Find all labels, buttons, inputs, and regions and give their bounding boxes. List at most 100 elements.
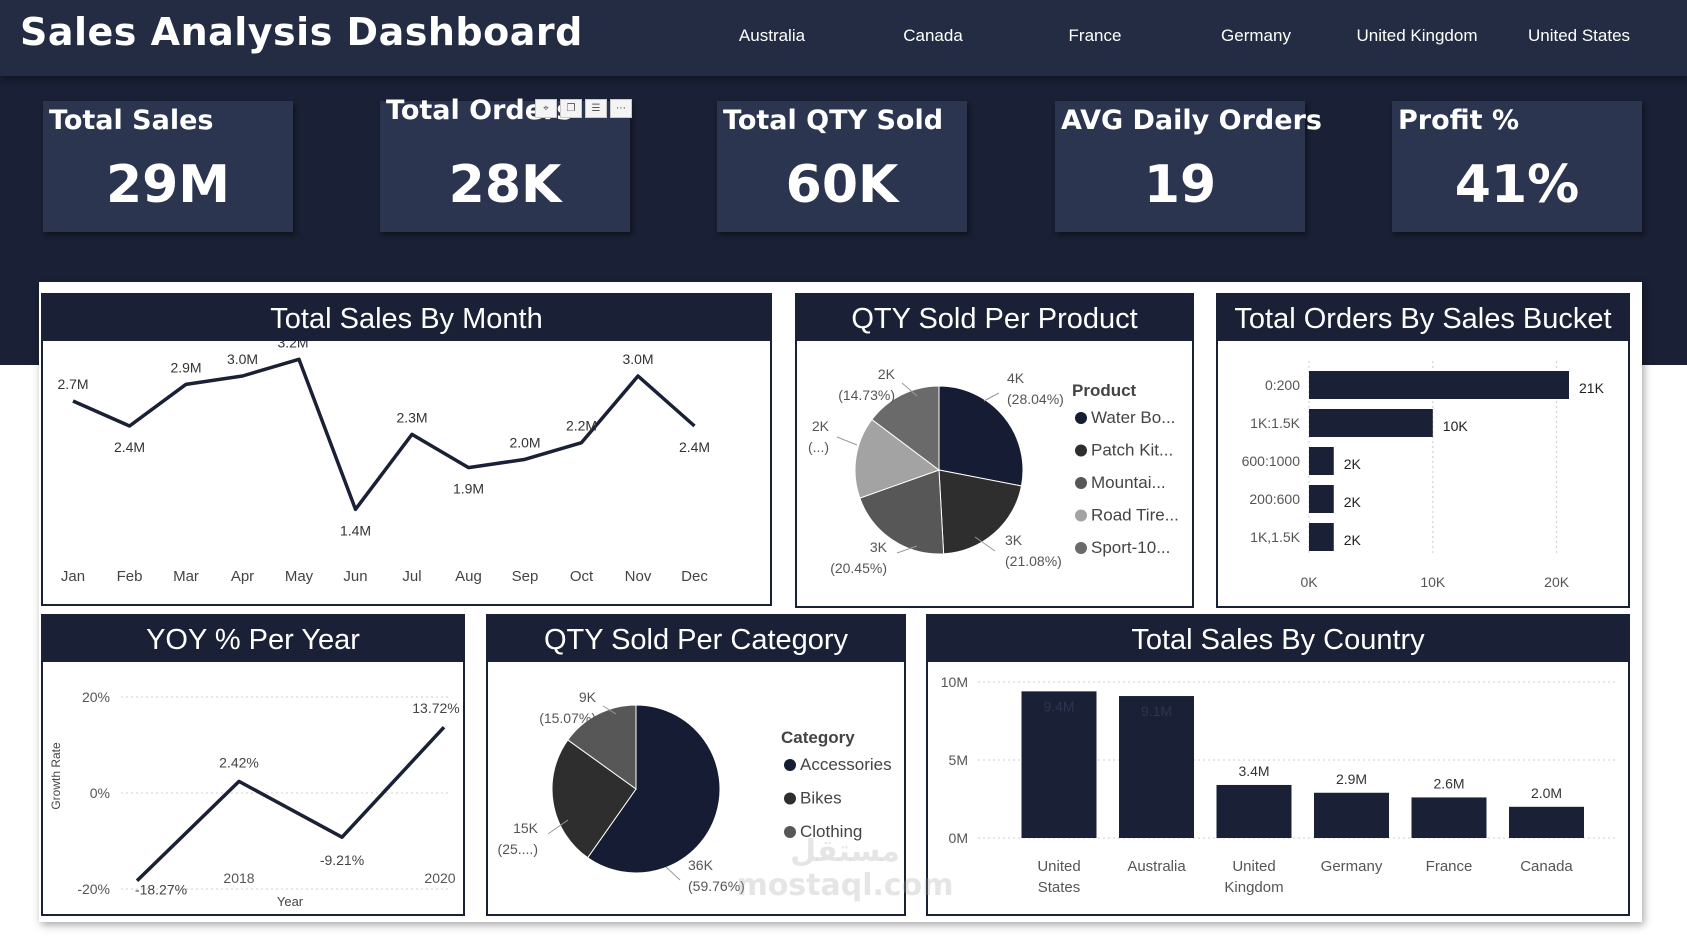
panel-yoy[interactable]: YOY % Per Year 20% 0% -20% -18.27% 2.42% -9.2… bbox=[41, 614, 465, 916]
pin-icon[interactable]: ⌖ bbox=[535, 99, 557, 118]
bucket-bar bbox=[1309, 447, 1334, 475]
legend-marker bbox=[1075, 542, 1087, 554]
kpi-card-total-sales[interactable]: Total Sales 29M bbox=[43, 101, 293, 232]
x-tick-label: Kingdom bbox=[1224, 879, 1283, 896]
category-pie-slice bbox=[567, 704, 637, 790]
x-tick-label: 2020 bbox=[424, 870, 455, 886]
legend-item: Road Tire... bbox=[1091, 506, 1179, 525]
kpi-card-total-orders[interactable]: Total Orders 28K ⌖ ❐ ☰ ⋯ bbox=[380, 95, 632, 232]
kpi-value: 29M bbox=[105, 155, 231, 215]
data-label: 2.7M bbox=[57, 376, 88, 392]
data-label-percent: (15.07%) bbox=[539, 710, 596, 726]
data-label-percent: (25....) bbox=[498, 841, 538, 857]
data-label: 2K bbox=[1344, 532, 1362, 548]
panel-orders-by-bucket[interactable]: Total Orders By Sales Bucket 0K 10K 20K 0:2… bbox=[1216, 293, 1630, 608]
data-label-percent: (28.04%) bbox=[1007, 391, 1064, 407]
y-tick-label: 10M bbox=[941, 674, 968, 690]
x-tick-label: Germany bbox=[1321, 858, 1383, 875]
country-filter-united-states[interactable]: United States bbox=[1527, 26, 1631, 45]
leader-line bbox=[836, 436, 858, 446]
legend-marker bbox=[784, 792, 796, 805]
panel-qty-per-product[interactable]: QTY Sold Per Product 4K (28.04%) 3K (21.08%… bbox=[795, 293, 1194, 608]
sales-by-country-chart: 10M 5M 0M 9.4M United States 9.1M Australia 3.4M… bbox=[941, 674, 1618, 896]
country-bar bbox=[1216, 784, 1292, 838]
kpi-label: AVG Daily Orders bbox=[1061, 105, 1322, 136]
kpi-value: 19 bbox=[1143, 155, 1217, 215]
qty-per-product-chart: 4K (28.04%) 3K (21.08%) 3K (20.45%) 2K (...) 2K (… bbox=[808, 366, 1179, 576]
data-label: 9K bbox=[579, 689, 597, 705]
x-tick-label: 20K bbox=[1544, 574, 1570, 590]
copy-icon[interactable]: ❐ bbox=[560, 99, 582, 118]
x-tick-label: Feb bbox=[117, 568, 143, 585]
x-tick-label: 10K bbox=[1420, 574, 1446, 590]
y-tick-label: 600:1000 bbox=[1242, 453, 1301, 469]
bucket-bar bbox=[1309, 485, 1334, 513]
y-tick-label: -20% bbox=[77, 881, 110, 897]
legend-title: Product bbox=[1072, 381, 1137, 400]
x-tick-label: Oct bbox=[570, 568, 594, 585]
data-label-percent: (...) bbox=[808, 439, 829, 455]
data-label: 3K bbox=[870, 539, 888, 555]
legend-marker bbox=[1075, 477, 1087, 489]
x-tick-label: Apr bbox=[231, 568, 254, 585]
x-tick-label: United bbox=[1232, 858, 1275, 875]
legend-marker bbox=[1075, 412, 1087, 424]
x-tick-label: Nov bbox=[625, 568, 652, 585]
legend-marker bbox=[784, 826, 796, 838]
filter-icon[interactable]: ☰ bbox=[585, 99, 607, 118]
panel-sales-by-month[interactable]: Total Sales By Month 2.7M Jan 2.4M Feb 2.9M M… bbox=[41, 293, 772, 606]
leader-line bbox=[901, 382, 918, 397]
legend-item: Sport-10... bbox=[1091, 538, 1170, 557]
category-pie-slice bbox=[551, 739, 637, 859]
qty-per-category-chart: 36K (59.76%) 15K (25....) 9K (15.07%) Category… bbox=[498, 689, 892, 894]
data-label-percent: (59.76%) bbox=[688, 878, 745, 894]
data-label: 2.2M bbox=[566, 418, 597, 434]
data-label: 2.0M bbox=[509, 434, 540, 450]
country-filter-australia[interactable]: Australia bbox=[738, 26, 806, 45]
more-options-icon[interactable]: ⋯ bbox=[610, 99, 632, 118]
panel-sales-by-country[interactable]: Total Sales By Country 10M 5M 0M 9.4M United… bbox=[926, 614, 1630, 916]
yoy-line bbox=[135, 725, 446, 882]
x-tick-label: Mar bbox=[173, 568, 199, 585]
kpi-card-avg-daily-orders[interactable]: AVG Daily Orders 19 bbox=[1055, 101, 1322, 232]
data-label: 2.9M bbox=[170, 359, 201, 375]
data-label: 3K bbox=[1005, 532, 1023, 548]
panel-qty-per-category[interactable]: QTY Sold Per Category 36K (59.76%) 15K (25.… bbox=[486, 614, 906, 916]
data-label: 2K bbox=[812, 418, 830, 434]
country-filter-united-kingdom[interactable]: United Kingdom bbox=[1356, 26, 1478, 45]
data-label: 2.42% bbox=[219, 754, 259, 770]
y-tick-label: 5M bbox=[949, 752, 968, 768]
data-label: 36K bbox=[688, 857, 714, 873]
kpi-label: Profit % bbox=[1398, 105, 1520, 136]
kpi-value: 60K bbox=[785, 155, 899, 215]
data-label: 9.4M bbox=[1043, 698, 1074, 714]
y-tick-label: 0:200 bbox=[1265, 377, 1300, 393]
bucket-bar bbox=[1309, 371, 1569, 399]
kpi-card-total-qty-sold[interactable]: Total QTY Sold 60K bbox=[717, 101, 967, 232]
kpi-label: Total Sales bbox=[49, 105, 214, 136]
legend-item: Accessories bbox=[800, 755, 892, 774]
bucket-bar bbox=[1309, 409, 1433, 437]
y-tick-label: 0M bbox=[949, 830, 968, 846]
x-tick-label: May bbox=[285, 568, 314, 585]
country-filter-canada[interactable]: Canada bbox=[903, 26, 963, 45]
country-filter-france[interactable]: France bbox=[1068, 26, 1122, 45]
data-label-percent: (21.08%) bbox=[1005, 553, 1062, 569]
panel-title: Total Sales By Country bbox=[928, 616, 1628, 662]
legend-item: Mountai... bbox=[1091, 473, 1166, 492]
visual-header-toolbar: ⌖ ❐ ☰ ⋯ bbox=[535, 99, 632, 118]
country-filter-germany[interactable]: Germany bbox=[1221, 26, 1291, 45]
kpi-card-profit-percent[interactable]: Profit % 41% bbox=[1392, 101, 1642, 232]
data-label-percent: (20.45%) bbox=[830, 560, 887, 576]
leader-line bbox=[547, 819, 569, 835]
product-pie-slice bbox=[854, 418, 941, 499]
y-tick-label: 1K,1.5K bbox=[1250, 529, 1300, 545]
data-label: 4K bbox=[1007, 370, 1025, 386]
data-label: 2.4M bbox=[114, 439, 145, 455]
data-label: 2K bbox=[878, 366, 896, 382]
y-tick-label: 0% bbox=[90, 785, 110, 801]
data-label: 13.72% bbox=[412, 700, 459, 716]
data-label: 9.1M bbox=[1141, 703, 1172, 719]
legend-item: Bikes bbox=[800, 789, 842, 808]
header-bar: Sales Analysis Dashboard Australia Canad… bbox=[0, 0, 1687, 76]
